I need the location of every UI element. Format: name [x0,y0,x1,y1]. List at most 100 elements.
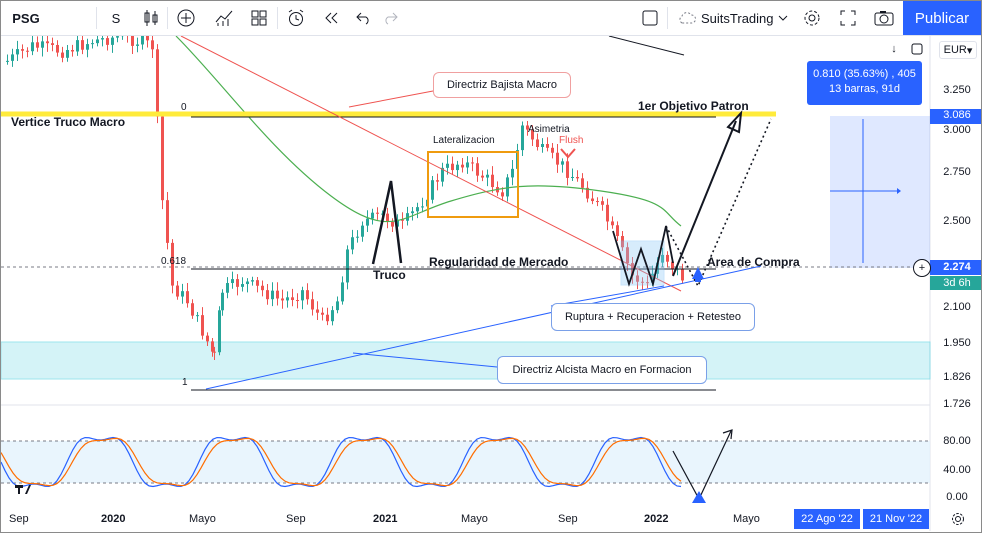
candle-body [151,40,154,50]
bearish-trendline[interactable] [180,36,682,292]
candle-body [96,39,99,44]
candle-style-icon[interactable] [139,1,163,35]
publish-button[interactable]: Publicar [903,1,981,35]
undo-icon[interactable] [352,1,376,35]
candle-body [336,301,339,311]
camera-icon[interactable] [871,1,897,35]
candle-body [291,297,294,301]
candle-body [486,174,489,178]
symbol-search[interactable]: PSG [12,10,40,26]
candle-body [236,279,239,287]
price-chart[interactable] [1,36,981,532]
bearish-macro-text: Directriz Bajista Macro [446,79,558,91]
candle-body [266,290,269,300]
candle-body [396,219,399,227]
first-target-label: 1er Objetivo Patron [638,99,749,113]
w-pattern [612,225,674,288]
candle-body [466,162,469,168]
candle-body [256,280,259,286]
settings-icon[interactable] [799,1,825,35]
price-tick: 1.726 [943,398,971,410]
bearish-macro-callout[interactable]: Directriz Bajista Macro [433,72,571,98]
indicators-icon[interactable] [211,1,237,35]
support-zone [1,341,931,380]
sideways-box[interactable] [427,151,519,218]
buy-area-label: Area de Compra [707,255,800,269]
candle-body [541,144,544,148]
candle-body [566,161,569,178]
trick-pattern [371,180,403,265]
osc-tick: 0.00 [946,491,968,503]
candle-body [91,43,94,45]
candle-body [61,52,64,58]
candle-body [421,206,424,208]
candle-body [611,221,614,226]
candle-body [31,42,34,52]
candle-body [506,177,509,197]
arrow-down-icon[interactable]: ↓ [891,43,897,55]
candle-body [476,163,479,176]
candle-body [66,49,69,58]
add-price-line-icon[interactable]: + [913,259,931,277]
candle-body [431,180,434,200]
candle-body [491,174,494,188]
time-tick: Sep [9,513,29,525]
breakout-callout[interactable]: Ruptura + Recuperacion + Retesteo [551,303,755,331]
candle-body [531,129,534,140]
candle-body [581,178,584,188]
currency-label: EUR [943,44,967,56]
tradingview-logo-icon [15,485,31,494]
candle-body [246,281,249,285]
candle-body [41,41,44,48]
expand-icon[interactable] [835,1,861,35]
asymmetry-label: Asimetria [528,124,570,135]
candle-body [176,285,179,297]
chevron-down-icon[interactable] [775,1,791,35]
add-indicator-icon[interactable] [173,1,199,35]
candle-body [596,201,599,203]
candle-body [371,212,374,219]
candle-body [296,300,299,302]
candle-body [36,42,39,48]
bullish-macro-text: Directriz Alcista Macro en Formacion [512,364,692,376]
bullish-macro-callout[interactable]: Directriz Alcista Macro en Formacion [497,356,707,384]
price-tick: 1.826 [943,371,971,383]
candle-body [116,36,119,38]
oscillator-band [1,441,930,483]
templates-icon[interactable] [246,1,272,35]
candle-body [606,204,609,222]
alert-icon[interactable] [283,1,309,35]
candle-body [616,225,619,237]
settings-icon[interactable] [949,510,967,528]
candle-body [521,125,524,151]
price-tick: 1.950 [943,337,971,349]
redo-icon[interactable] [378,1,402,35]
price-tick: 2.750 [943,166,971,178]
candle-body [561,161,564,165]
bullish-trendline[interactable] [205,265,762,390]
maximize-pane-icon[interactable] [909,41,925,57]
fullscreen-square-icon[interactable] [639,1,661,35]
osc-tick: 80.00 [943,435,971,447]
sideways-label: Lateralizacion [433,135,495,146]
candle-body [26,50,29,52]
candle-body [451,163,454,171]
interval-selector[interactable]: S [111,10,121,26]
candle-body [671,261,674,270]
replay-icon[interactable] [319,1,343,35]
candle-body [586,187,589,199]
candle-body [196,315,199,317]
candle-body [271,290,274,300]
candle-body [381,213,384,215]
candle-body [461,164,464,168]
layout-name[interactable]: SuitsTrading [701,10,774,26]
range-end-tag: 21 Nov '22 [863,509,929,529]
candle-body [411,211,414,214]
candle-body [386,213,389,222]
candle-body [316,309,319,313]
candle-body [356,236,359,238]
osc-tick: 40.00 [943,464,971,476]
currency-selector[interactable]: EUR ▾ [939,41,977,59]
candle-body [651,273,654,283]
